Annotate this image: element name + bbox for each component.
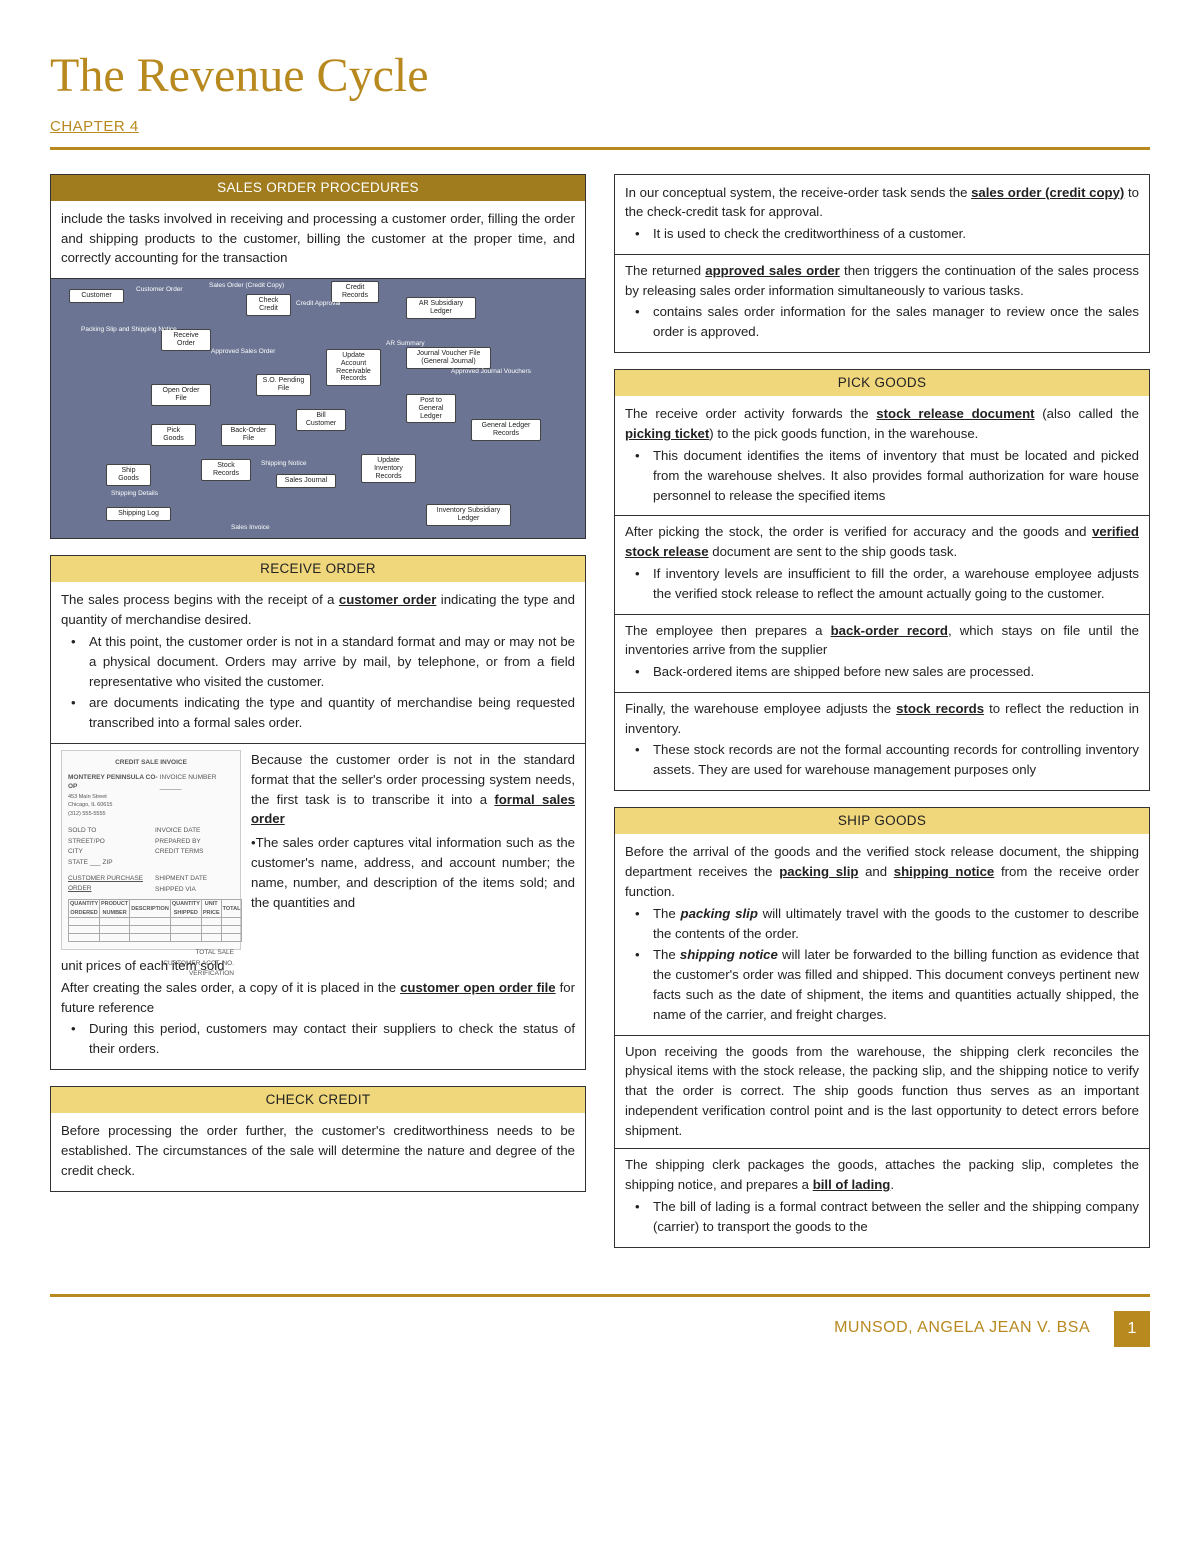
page-title: The Revenue Cycle <box>50 40 1150 112</box>
bullet: If inventory levels are insufficient to … <box>625 564 1139 604</box>
diagram-label: Sales Invoice <box>231 525 270 532</box>
page-number: 1 <box>1114 1311 1150 1347</box>
page-footer: MUNSOD, ANGELA JEAN V. BSA 1 <box>50 1294 1150 1367</box>
diagram-label: Approved Journal Vouchers <box>451 369 531 376</box>
chapter-label: CHAPTER 4 <box>50 116 1150 139</box>
diagram-box: Sales Journal <box>276 474 336 488</box>
two-column-layout: SALES ORDER PROCEDURES include the tasks… <box>50 174 1150 1264</box>
section-body: In our conceptual system, the receive-or… <box>615 175 1149 254</box>
section-header: RECEIVE ORDER <box>51 556 585 582</box>
diagram-label: Sales Order (Credit Copy) <box>209 283 284 290</box>
section-body: The receive order activity forwards the … <box>615 396 1149 515</box>
bullet: This document identifies the items of in… <box>625 446 1139 505</box>
diagram-box: Check Credit <box>246 294 291 315</box>
section-body: Before processing the order further, the… <box>51 1113 585 1190</box>
diagram-label: Customer Order <box>136 287 183 294</box>
bullet: The shipping notice will later be forwar… <box>625 945 1139 1024</box>
diagram-label: Packing Slip and Shipping Notice <box>81 327 177 334</box>
diagram-box: Inventory Subsidiary Ledger <box>426 504 511 525</box>
body-text: The sales process begins with the receip… <box>61 590 575 630</box>
check-credit-section: CHECK CREDIT Before processing the order… <box>50 1086 586 1192</box>
section-subblock: The returned approved sales order then t… <box>615 254 1149 352</box>
bullet: The bill of lading is a formal contract … <box>625 1197 1139 1237</box>
bullet: contains sales order information for the… <box>625 302 1139 342</box>
section-subblock: After picking the stock, the order is ve… <box>615 515 1149 613</box>
bullet: The packing slip will ultimately travel … <box>625 904 1139 944</box>
ship-goods-section: SHIP GOODS Before the arrival of the goo… <box>614 807 1150 1248</box>
section-subblock: The employee then prepares a back-order … <box>615 614 1149 692</box>
diagram-box: Stock Records <box>201 459 251 480</box>
diagram-label: Shipping Details <box>111 491 158 498</box>
bullet: It is used to check the creditworthiness… <box>625 224 1139 244</box>
diagram-label: Shipping Notice <box>261 461 307 468</box>
diagram-box: Update Account Receivable Records <box>326 349 381 386</box>
invoice-illustration-block: CREDIT SALE INVOICE MONTEREY PENINSULA C… <box>51 743 585 954</box>
bullet: Back-ordered items are shipped before ne… <box>625 662 1139 682</box>
body-text: Before processing the order further, the… <box>61 1121 575 1180</box>
receive-order-section: RECEIVE ORDER The sales process begins w… <box>50 555 586 1070</box>
invoice-explanation-text: Because the customer order is not in the… <box>251 750 575 950</box>
section-body: include the tasks involved in receiving … <box>51 201 585 278</box>
bullet: are documents indicating the type and qu… <box>61 693 575 733</box>
section-subblock: Upon receiving the goods from the wareho… <box>615 1035 1149 1149</box>
right-column: In our conceptual system, the receive-or… <box>614 174 1150 1264</box>
left-column: SALES ORDER PROCEDURES include the tasks… <box>50 174 586 1264</box>
diagram-box: General Ledger Records <box>471 419 541 440</box>
diagram-box: Update Inventory Records <box>361 454 416 483</box>
diagram-box: Ship Goods <box>106 464 151 485</box>
diagram-box: Journal Voucher File (General Journal) <box>406 347 491 368</box>
section-subblock: Finally, the warehouse employee adjusts … <box>615 692 1149 790</box>
section-subblock: The shipping clerk packages the goods, a… <box>615 1148 1149 1246</box>
body-text: include the tasks involved in receiving … <box>61 209 575 268</box>
diagram-box: Customer <box>69 289 124 303</box>
diagram-label: Credit Approval <box>296 301 340 308</box>
diagram-box: Back-Order File <box>221 424 276 445</box>
footer-author: MUNSOD, ANGELA JEAN V. BSA <box>834 1316 1090 1340</box>
diagram-label: AR Summary <box>386 341 425 348</box>
check-credit-continued-section: In our conceptual system, the receive-or… <box>614 174 1150 354</box>
invoice-form-image: CREDIT SALE INVOICE MONTEREY PENINSULA C… <box>61 750 241 950</box>
sales-order-procedures-section: SALES ORDER PROCEDURES include the tasks… <box>50 174 586 540</box>
bullet: During this period, customers may contac… <box>61 1019 575 1059</box>
section-body: Before the arrival of the goods and the … <box>615 834 1149 1034</box>
bullet: At this point, the customer order is not… <box>61 632 575 691</box>
diagram-label: Approved Sales Order <box>211 349 275 356</box>
diagram-box: Bill Customer <box>296 409 346 430</box>
diagram-box: S.O. Pending File <box>256 374 311 395</box>
section-header: PICK GOODS <box>615 370 1149 396</box>
section-header: SHIP GOODS <box>615 808 1149 834</box>
title-rule <box>50 147 1150 150</box>
diagram-box: Open Order File <box>151 384 211 405</box>
section-header: CHECK CREDIT <box>51 1087 585 1113</box>
flowchart-diagram: Customer Receive Order Check Credit Cred… <box>51 278 585 538</box>
bullet: These stock records are not the formal a… <box>625 740 1139 780</box>
section-body: The sales process begins with the receip… <box>51 582 585 743</box>
pick-goods-section: PICK GOODS The receive order activity fo… <box>614 369 1150 791</box>
diagram-box: Post to General Ledger <box>406 394 456 423</box>
section-header: SALES ORDER PROCEDURES <box>51 175 585 201</box>
diagram-box: Pick Goods <box>151 424 196 445</box>
diagram-box: Shipping Log <box>106 507 171 521</box>
diagram-box: AR Subsidiary Ledger <box>406 297 476 318</box>
